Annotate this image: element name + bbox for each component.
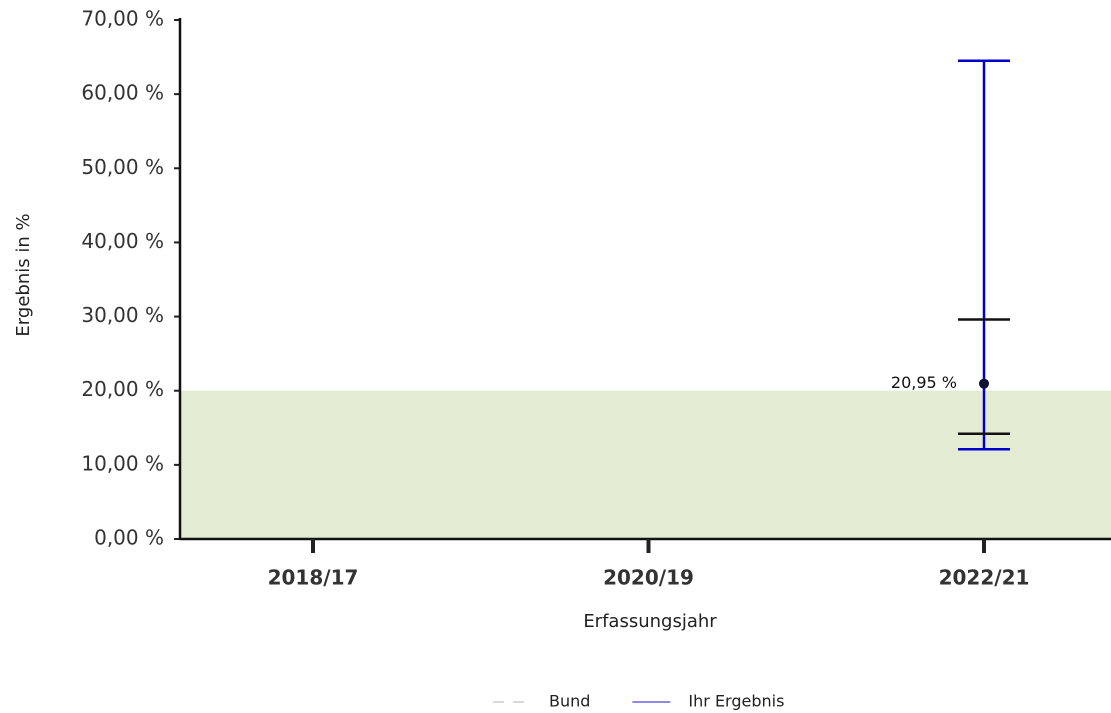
reference-area — [180, 390, 1111, 539]
y-tick-label: 30,00 % — [81, 303, 164, 327]
x-tick-label: 2020/19 — [603, 566, 694, 590]
y-tick-label: 20,00 % — [81, 377, 164, 401]
y-tick-label: 10,00 % — [81, 451, 164, 475]
y-tick-label: 50,00 % — [81, 155, 164, 179]
x-axis-title: Erfassungsjahr — [583, 611, 717, 632]
data-label: 20,95 % — [891, 373, 957, 392]
legend-label: Bund — [549, 692, 590, 711]
y-tick-label: 40,00 % — [81, 229, 164, 253]
x-tick-label: 2018/17 — [268, 566, 359, 590]
point — [979, 378, 989, 389]
x-tick-label: 2022/21 — [939, 566, 1030, 590]
legend-label: Ihr Ergebnis — [688, 692, 784, 711]
y-tick-label: 70,00 % — [81, 7, 164, 31]
y-axis-title: Ergebnis in % — [13, 213, 34, 336]
y-tick-label: 0,00 % — [94, 526, 164, 550]
y-tick-label: 60,00 % — [81, 81, 164, 105]
